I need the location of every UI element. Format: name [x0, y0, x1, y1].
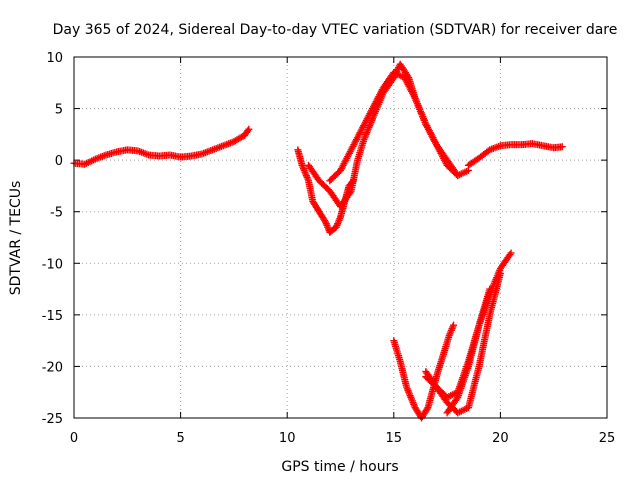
x-tick-label: 25: [599, 431, 616, 446]
data-point: [452, 170, 460, 178]
grid-lines: [74, 57, 607, 418]
x-axis-label: GPS time / hours: [281, 459, 398, 475]
y-tick-label: 5: [55, 103, 63, 118]
y-tick-label: -20: [42, 360, 63, 375]
data-point: [507, 249, 515, 257]
series-arc9: [422, 285, 494, 401]
series-arc1: [70, 125, 253, 168]
axis-ticks: 0 5 10 15 20 25 -25 -20 -15 -10 -5 0 5 10: [42, 51, 616, 446]
data-point: [558, 143, 566, 151]
y-tick-label: 0: [55, 154, 63, 169]
data-point: [244, 127, 252, 135]
chart-title: Day 365 of 2024, Sidereal Day-to-day VTE…: [53, 22, 618, 38]
data-point: [423, 405, 431, 413]
x-tick-label: 10: [279, 431, 296, 446]
data-point: [346, 189, 354, 197]
y-tick-label: -10: [42, 257, 63, 272]
data-point: [245, 125, 253, 133]
x-tick-label: 20: [492, 431, 509, 446]
data-point: [506, 251, 514, 259]
series-arc5: [464, 140, 566, 169]
x-tick-label: 0: [70, 431, 78, 446]
data-point: [321, 217, 329, 225]
data-point: [454, 172, 462, 180]
series-arc4: [326, 68, 462, 185]
x-tick-label: 15: [386, 431, 403, 446]
data-points: [70, 60, 566, 422]
y-tick-label: -25: [42, 412, 63, 427]
y-tick-label: 10: [46, 51, 63, 66]
y-axis-label: SDTVAR / TECUs: [8, 181, 24, 296]
plot-frame: [73, 56, 608, 419]
data-point: [449, 321, 457, 329]
data-point: [486, 285, 494, 293]
y-tick-label: -5: [50, 206, 63, 221]
y-tick-label: -15: [42, 309, 63, 324]
x-tick-label: 5: [176, 431, 184, 446]
